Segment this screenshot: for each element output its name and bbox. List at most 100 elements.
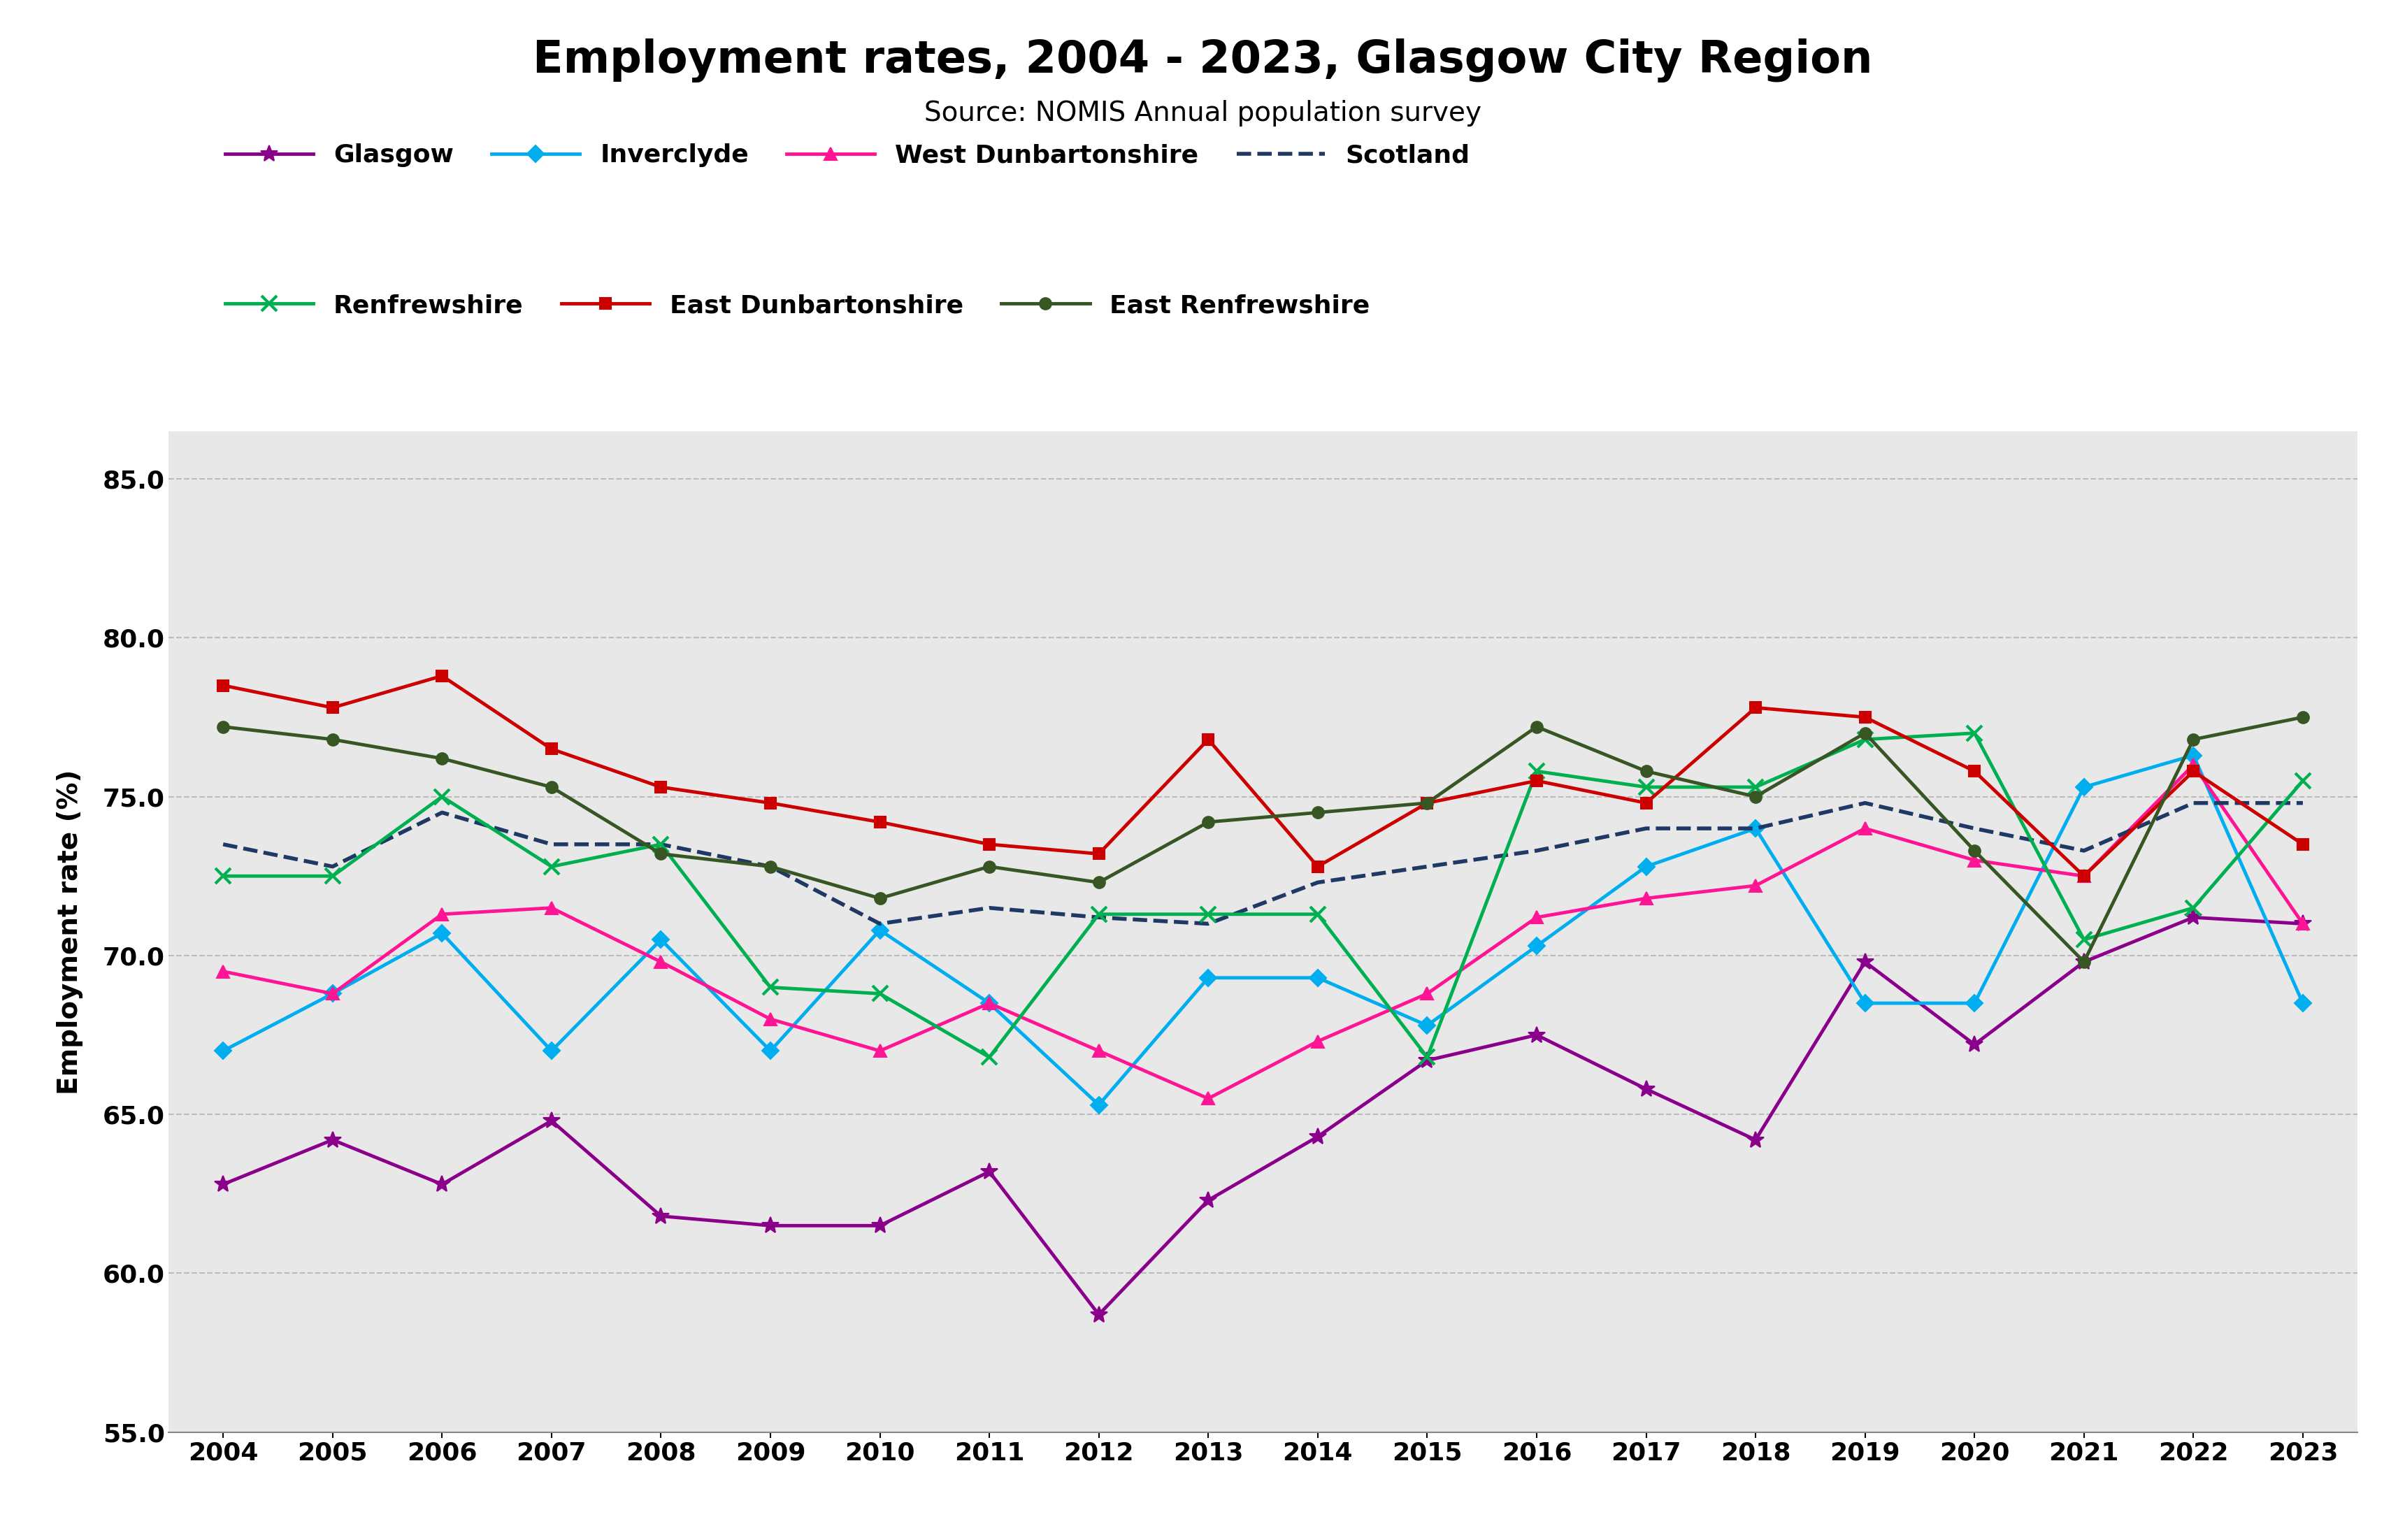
- East Dunbartonshire: [2179, 762, 2208, 781]
- Renfrewshire: [755, 978, 784, 996]
- Inverclyde: [1631, 858, 1659, 876]
- East Renfrewshire: [1085, 873, 1114, 892]
- East Dunbartonshire: [1849, 708, 1878, 727]
- Renfrewshire: [866, 984, 895, 1003]
- Scotland: [755, 858, 784, 876]
- Text: Source: NOMIS Annual population survey: Source: NOMIS Annual population survey: [924, 100, 1481, 126]
- Y-axis label: Employment rate (%): Employment rate (%): [58, 768, 84, 1095]
- East Renfrewshire: [1631, 762, 1659, 781]
- East Dunbartonshire: [209, 676, 238, 695]
- East Renfrewshire: [974, 858, 1003, 876]
- Glasgow: [1412, 1052, 1441, 1070]
- Scotland: [536, 835, 565, 853]
- Glasgow: [209, 1175, 238, 1194]
- East Renfrewshire: [1849, 724, 1878, 742]
- Renfrewshire: [1960, 724, 1989, 742]
- Scotland: [1960, 819, 1989, 838]
- West Dunbartonshire: [317, 984, 346, 1003]
- Renfrewshire: [1193, 906, 1222, 924]
- Scotland: [209, 835, 238, 853]
- Inverclyde: [647, 930, 676, 949]
- East Renfrewshire: [1522, 718, 1551, 736]
- Inverclyde: [755, 1041, 784, 1060]
- Glasgow: [1193, 1190, 1222, 1209]
- West Dunbartonshire: [1631, 889, 1659, 907]
- West Dunbartonshire: [2179, 756, 2208, 775]
- Inverclyde: [2287, 993, 2316, 1012]
- East Dunbartonshire: [866, 813, 895, 832]
- East Dunbartonshire: [647, 778, 676, 796]
- Renfrewshire: [1412, 1049, 1441, 1067]
- Line: East Renfrewshire: East Renfrewshire: [216, 711, 2309, 967]
- East Dunbartonshire: [1631, 793, 1659, 812]
- Glasgow: [428, 1175, 457, 1194]
- Inverclyde: [1193, 969, 1222, 987]
- West Dunbartonshire: [1849, 819, 1878, 838]
- Renfrewshire: [428, 787, 457, 805]
- Scotland: [2068, 841, 2097, 859]
- Glasgow: [1960, 1035, 1989, 1053]
- East Dunbartonshire: [1304, 858, 1332, 876]
- Scotland: [428, 804, 457, 822]
- East Dunbartonshire: [2287, 835, 2316, 853]
- Renfrewshire: [2068, 930, 2097, 949]
- Scotland: [1412, 858, 1441, 876]
- West Dunbartonshire: [974, 993, 1003, 1012]
- Glasgow: [1849, 953, 1878, 972]
- Glasgow: [974, 1163, 1003, 1181]
- Scotland: [1741, 819, 1770, 838]
- Inverclyde: [428, 924, 457, 942]
- Inverclyde: [1741, 819, 1770, 838]
- Line: Scotland: Scotland: [224, 802, 2302, 924]
- Renfrewshire: [1085, 906, 1114, 924]
- East Renfrewshire: [2179, 730, 2208, 748]
- Inverclyde: [1085, 1095, 1114, 1113]
- West Dunbartonshire: [1741, 876, 1770, 895]
- Inverclyde: [317, 984, 346, 1003]
- Glasgow: [1085, 1306, 1114, 1324]
- Inverclyde: [1412, 1016, 1441, 1035]
- West Dunbartonshire: [755, 1010, 784, 1029]
- East Renfrewshire: [647, 844, 676, 862]
- East Renfrewshire: [1193, 813, 1222, 832]
- East Renfrewshire: [2068, 953, 2097, 972]
- Scotland: [1849, 793, 1878, 812]
- Inverclyde: [1960, 993, 1989, 1012]
- Inverclyde: [209, 1041, 238, 1060]
- East Renfrewshire: [1960, 841, 1989, 859]
- East Dunbartonshire: [536, 739, 565, 758]
- Scotland: [647, 835, 676, 853]
- Renfrewshire: [536, 858, 565, 876]
- West Dunbartonshire: [1304, 1032, 1332, 1050]
- Glasgow: [2179, 909, 2208, 927]
- Glasgow: [2287, 915, 2316, 933]
- Inverclyde: [1849, 993, 1878, 1012]
- East Renfrewshire: [1304, 804, 1332, 822]
- Scotland: [1085, 909, 1114, 927]
- Glasgow: [1631, 1080, 1659, 1098]
- Glasgow: [2068, 953, 2097, 972]
- East Dunbartonshire: [1412, 793, 1441, 812]
- East Renfrewshire: [2287, 708, 2316, 727]
- Inverclyde: [1522, 936, 1551, 955]
- Scotland: [1522, 841, 1551, 859]
- East Renfrewshire: [1412, 793, 1441, 812]
- Inverclyde: [866, 921, 895, 939]
- Scotland: [1631, 819, 1659, 838]
- Renfrewshire: [647, 835, 676, 853]
- West Dunbartonshire: [2287, 915, 2316, 933]
- Glasgow: [1741, 1130, 1770, 1149]
- Glasgow: [866, 1217, 895, 1235]
- West Dunbartonshire: [428, 906, 457, 924]
- Scotland: [2287, 793, 2316, 812]
- Glasgow: [1304, 1127, 1332, 1146]
- Inverclyde: [2068, 778, 2097, 796]
- East Renfrewshire: [428, 750, 457, 768]
- Text: Employment rates, 2004 - 2023, Glasgow City Region: Employment rates, 2004 - 2023, Glasgow C…: [534, 38, 1871, 83]
- West Dunbartonshire: [536, 899, 565, 918]
- Renfrewshire: [1304, 906, 1332, 924]
- Scotland: [974, 899, 1003, 918]
- East Dunbartonshire: [974, 835, 1003, 853]
- East Dunbartonshire: [1085, 844, 1114, 862]
- East Renfrewshire: [536, 778, 565, 796]
